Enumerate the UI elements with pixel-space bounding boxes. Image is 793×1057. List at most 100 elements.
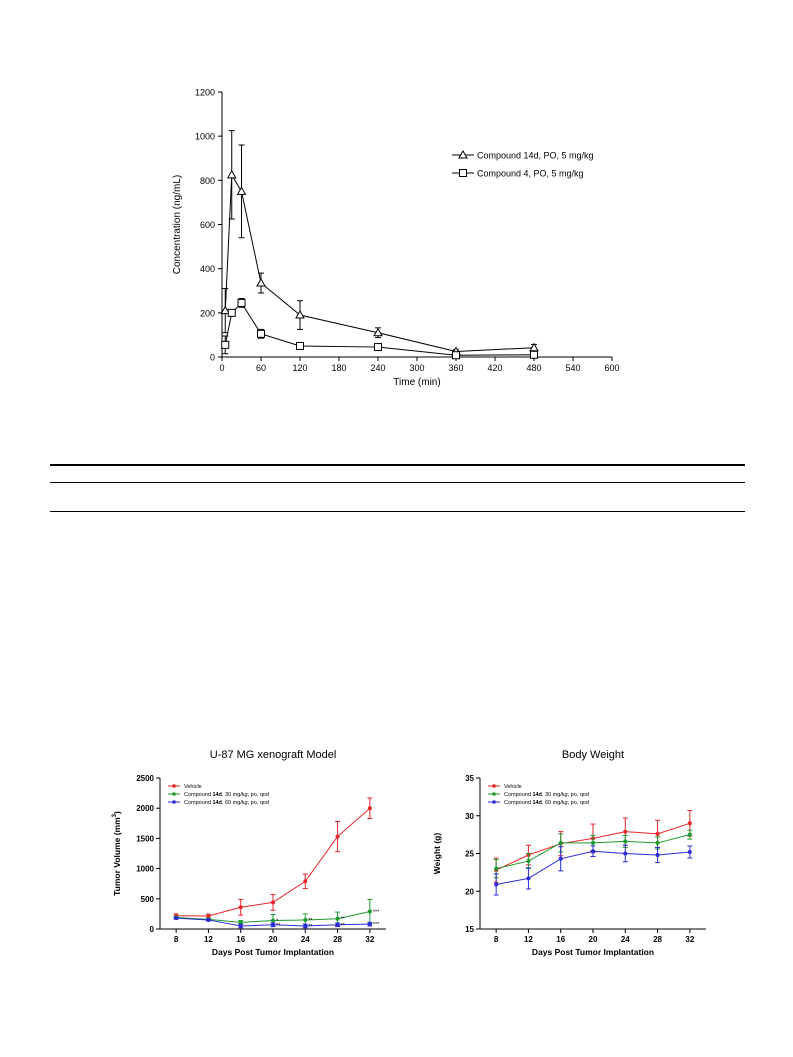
weight-series-2 (493, 829, 693, 879)
pk-x-tick-label: 240 (370, 363, 385, 373)
pk-x-tick-label: 300 (409, 363, 424, 373)
tumor-data-point (174, 916, 179, 921)
pk-data-point (374, 343, 382, 352)
tumor-significance-mark: * (276, 919, 279, 925)
pk-legend-marker (459, 169, 467, 177)
weight-legend-marker (492, 800, 496, 804)
weight-x-tick-label: 12 (524, 935, 533, 944)
tumor-y-tick-label: 500 (141, 895, 155, 904)
pk-data-point (236, 186, 247, 195)
tumor-x-tick-label: 28 (333, 935, 342, 944)
pk-series-2 (221, 297, 538, 360)
weight-x-tick-label: 28 (653, 935, 662, 944)
tumor-y-tick-label: 2500 (136, 774, 154, 783)
tumor-data-point (335, 834, 340, 839)
weight-data-point (526, 859, 531, 864)
weight-y-tick-label: 15 (465, 925, 474, 934)
tumor-significance-mark: ** (341, 917, 346, 923)
weight-y-tick-label: 30 (465, 812, 474, 821)
weight-y-label-main: Weight (g) (432, 833, 442, 875)
weight-x-tick-label: 24 (621, 935, 630, 944)
tumor-y-tick-label: 1000 (136, 865, 154, 874)
tumor-data-point (238, 923, 243, 928)
pk-data-point (296, 341, 304, 350)
weight-data-point (494, 882, 499, 887)
pk-plot: 0 200 400 600 800 1000 1200 0 60 120 180 240 300 360 4… (172, 88, 620, 389)
pk-data-point (220, 305, 231, 315)
pk-legend-label: Compound 14d, PO, 5 mg/kg (477, 151, 594, 161)
pk-y-tick-label: 0 (210, 353, 215, 363)
tumor-data-point (271, 900, 275, 905)
weight-legend-label: Compound 14d, 30 mg/kg, po, qod (504, 792, 589, 798)
tumor-series-3: ** ** ** *** (173, 916, 380, 930)
weight-data-point (494, 866, 499, 871)
pk-x-label: Time (min) (393, 377, 440, 388)
table-top-rule (50, 464, 745, 466)
tumor-significance-mark: ** (308, 924, 313, 930)
tumor-data-point (367, 806, 372, 811)
pk-x-tick-label: 540 (565, 363, 580, 373)
pk-data-point (530, 350, 538, 359)
tumor-legend-label: Compound 14d, 30 mg/kg, po, qod (184, 792, 269, 798)
tumor-series-1 (173, 797, 373, 919)
pk-legend-marker (458, 149, 468, 159)
pk-legend: Compound 14d, PO, 5 mg/kg Compound 4, PO,… (452, 149, 594, 179)
weight-data-point (655, 853, 660, 858)
tumor-x-tick-label: 16 (236, 935, 245, 944)
pk-x-tick-label: 60 (256, 363, 266, 373)
pk-data-point (373, 327, 383, 337)
pk-data-point (237, 298, 246, 307)
weight-series-3 (493, 844, 693, 896)
pk-concentration-chart: 0 200 400 600 800 1000 1200 0 60 120 180 240 300 360 4… (172, 88, 620, 389)
tumor-y-tick-label: 0 (150, 925, 155, 934)
pk-y-tick-label: 600 (200, 220, 215, 230)
weight-legend-label: Vehicle (504, 784, 522, 790)
tumor-volume-chart: U-87 MG xenograft Model 0 500 1000 1500 2000 2… (112, 749, 386, 957)
weight-title: Body Weight (562, 749, 624, 761)
pk-data-point (452, 351, 460, 360)
table-bottom-rule (50, 511, 745, 512)
table-subrule-1 (85, 482, 135, 483)
pk-y-tick-label: 800 (200, 176, 215, 186)
tumor-legend-label: Compound 14d, 60 mg/kg, po, qod (184, 800, 269, 806)
tumor-data-point (367, 922, 372, 927)
pk-legend-label: Compound 4, PO, 5 mg/kg (477, 169, 584, 179)
weight-y-tick-label: 35 (465, 774, 474, 783)
tumor-x-label: Days Post Tumor Implantation (212, 947, 334, 957)
table-subrule-2 (172, 482, 222, 483)
tumor-legend-marker (172, 784, 176, 788)
tumor-data-point (238, 920, 243, 925)
table-subrule-5 (530, 482, 580, 483)
tumor-x-tick-label: 20 (269, 935, 278, 944)
pk-y-tick-label: 1000 (195, 132, 215, 142)
weight-x-tick-label: 20 (589, 935, 598, 944)
pk-x-tick-label: 120 (292, 363, 307, 373)
weight-legend-marker (492, 792, 496, 796)
weight-data-point (526, 876, 531, 881)
weight-y-label: Weight (g) (432, 833, 442, 875)
pk-x-tick-label: 0 (219, 363, 224, 373)
tumor-x-tick-label: 8 (174, 935, 179, 944)
pk-series-1 (220, 130, 539, 355)
table-header-rule (50, 482, 745, 483)
tumor-significance-mark: ** (276, 923, 281, 929)
weight-y-tick-label: 20 (465, 887, 474, 896)
tumor-significance-mark: ** (341, 923, 346, 929)
weight-data-point (687, 849, 692, 854)
tumor-data-point (335, 916, 340, 921)
pk-y-tick-label: 1200 (195, 88, 215, 98)
tumor-x-tick-label: 32 (365, 935, 374, 944)
tumor-y-tick-label: 2000 (136, 804, 154, 813)
tumor-data-point (303, 879, 308, 884)
weight-data-point (591, 849, 595, 854)
body-weight-chart: Body Weight 15 20 25 30 35 8 12 16 20 24 28 32 Days P… (432, 749, 706, 957)
tumor-data-point (303, 917, 308, 922)
weight-x-tick-label: 16 (556, 935, 565, 944)
pk-data-point (221, 340, 230, 349)
weight-data-point (655, 831, 660, 836)
tumor-significance-mark: ** (308, 918, 313, 924)
pk-y-tick-label: 400 (200, 264, 215, 274)
weight-plot: Body Weight 15 20 25 30 35 8 12 16 20 24 28 32 Days P… (432, 749, 706, 957)
pk-x-tick-label: 360 (448, 363, 463, 373)
weight-data-point (623, 829, 628, 834)
